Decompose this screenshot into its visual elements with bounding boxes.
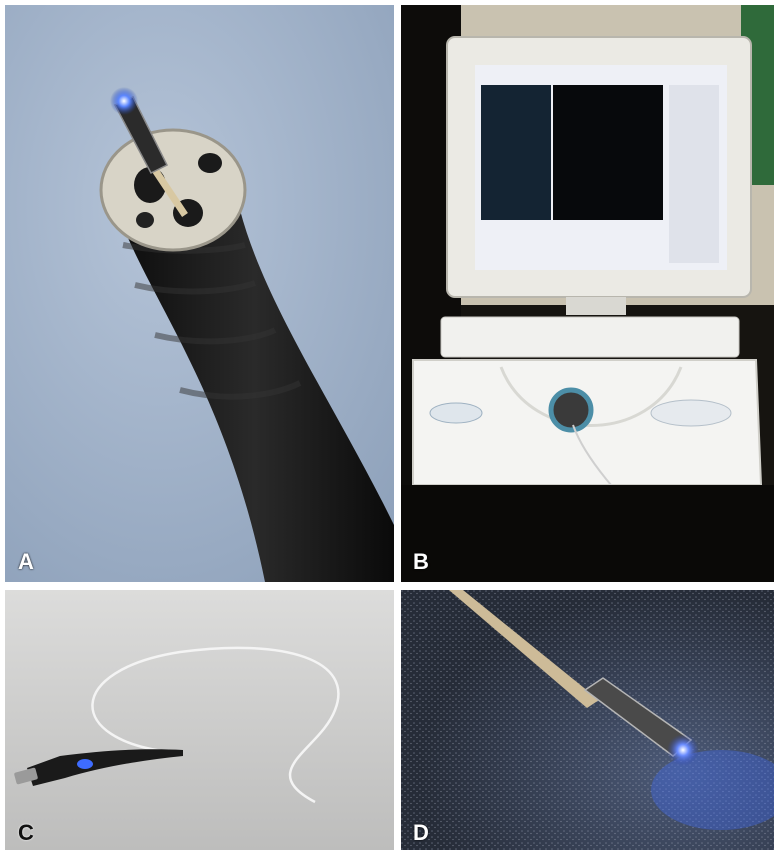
- endoscope-ribs: [122, 242, 302, 400]
- probe-fiber-shaft: [449, 590, 599, 708]
- fiber-loop: [91, 646, 340, 804]
- panel-d-photo: [401, 590, 774, 850]
- console-badge-left: [429, 402, 483, 424]
- probe-led-icon: [110, 87, 138, 115]
- panel-b: B: [401, 5, 774, 582]
- panel-label-a: A: [18, 549, 34, 574]
- endoscope-face: [99, 128, 247, 252]
- monitor-stand: [566, 297, 626, 315]
- panel-label-b: B: [413, 549, 429, 574]
- panel-c: C: [5, 590, 394, 850]
- panel-a: A: [5, 5, 394, 582]
- probe-fiber: [152, 168, 188, 217]
- channel-right: [198, 153, 222, 173]
- panel-a-photo: [5, 5, 394, 582]
- light-port: [136, 212, 154, 228]
- panel-b-photo: [401, 5, 774, 582]
- panel-c-photo: [5, 590, 394, 850]
- keyboard: [440, 316, 740, 358]
- probe-glow-icon: [667, 734, 699, 766]
- handle-body: [27, 749, 183, 786]
- panel-label-c: C: [18, 820, 34, 845]
- console-port: [548, 387, 594, 433]
- handle-logo: [77, 759, 93, 769]
- panel-d: D: [401, 590, 774, 850]
- table-surface: [401, 485, 774, 582]
- screen-image-right: [553, 85, 663, 220]
- studio-background: [5, 590, 394, 850]
- screen-image-left: [481, 85, 551, 220]
- handle-connector: [14, 767, 38, 785]
- blue-light-spill: [651, 750, 774, 830]
- panel-label-d: D: [413, 820, 429, 845]
- screen-sidebar: [669, 85, 719, 263]
- console-curve: [499, 366, 683, 427]
- granite-speckle: [401, 590, 774, 850]
- console-badge-right: [650, 399, 732, 427]
